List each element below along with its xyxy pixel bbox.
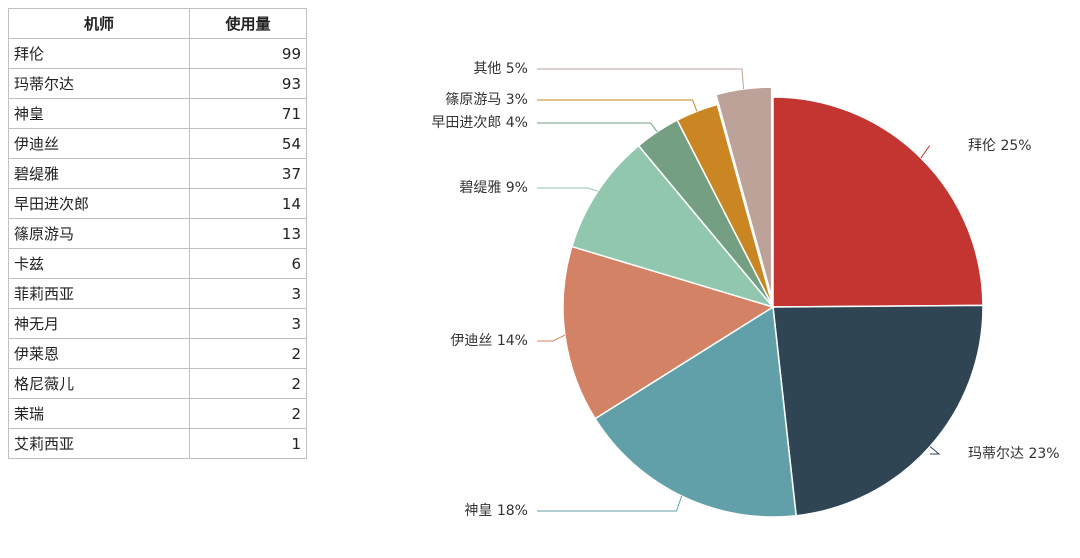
label-leader-line: [537, 495, 683, 512]
table-row: 玛蒂尔达 93: [8, 68, 307, 99]
column-header-usage: 使用量: [189, 8, 307, 39]
pilot-name-cell: 茉瑞: [8, 398, 190, 429]
slice-label: 早田进次郎 4%: [431, 115, 528, 131]
table-row: 伊迪丝 54: [8, 128, 307, 159]
table-row: 菲莉西亚 3: [8, 278, 307, 309]
pilot-name-cell: 篠原游马: [8, 218, 190, 249]
label-leader-line: [537, 68, 745, 90]
label-leader-line: [537, 334, 566, 342]
pilot-name-cell: 卡兹: [8, 248, 190, 279]
table-row: 艾莉西亚 1: [8, 428, 307, 459]
usage-count-cell: 13: [189, 218, 307, 249]
pie-slice: [562, 245, 775, 420]
label-leader-line: [929, 446, 941, 455]
usage-table: 机师 使用量 拜伦 99 玛蒂尔达 93 神皇 71 伊迪丝 54 碧缇雅 37 早田进次郎 14 篠原…: [8, 8, 307, 459]
pilot-name-cell: 伊莱恩: [8, 338, 190, 369]
pie-slice: [772, 96, 984, 308]
pie-slice: [715, 86, 773, 298]
table-row: 篠原游马 13: [8, 218, 307, 249]
pilot-name-cell: 格尼薇儿: [8, 368, 190, 399]
usage-count-cell: 14: [189, 188, 307, 219]
pie-slice: [570, 144, 776, 309]
usage-count-cell: 1: [189, 428, 307, 459]
pie-slice: [772, 304, 984, 517]
pilot-name-cell: 碧缇雅: [8, 158, 190, 189]
table-row: 早田进次郎 14: [8, 188, 307, 219]
label-leader-line: [537, 187, 598, 192]
table-row: 格尼薇儿 2: [8, 368, 307, 399]
label-leader-line: [920, 145, 930, 159]
slice-label: 碧缇雅 9%: [459, 180, 528, 196]
usage-count-cell: 54: [189, 128, 307, 159]
pilot-name-cell: 神无月: [8, 308, 190, 339]
usage-count-cell: 93: [189, 68, 307, 99]
pilot-name-cell: 菲莉西亚: [8, 278, 190, 309]
label-leader-line: [537, 122, 658, 133]
usage-count-cell: 3: [189, 308, 307, 339]
table-row: 卡兹 6: [8, 248, 307, 279]
table-row: 碧缇雅 37: [8, 158, 307, 189]
usage-count-cell: 37: [189, 158, 307, 189]
table-header-row: 机师 使用量: [8, 8, 307, 39]
slice-label: 神皇 18%: [464, 503, 528, 519]
table-row: 拜伦 99: [8, 38, 307, 69]
table-row: 伊莱恩 2: [8, 338, 307, 369]
usage-count-cell: 2: [189, 368, 307, 399]
slice-label: 伊迪丝 14%: [450, 333, 528, 349]
slice-label: 其他 5%: [473, 61, 528, 77]
pilot-name-cell: 神皇: [8, 98, 190, 129]
pilot-name-cell: 早田进次郎: [8, 188, 190, 219]
slice-label: 玛蒂尔达 23%: [968, 446, 1060, 462]
label-leader-line: [537, 99, 698, 112]
slice-label: 拜伦 25%: [968, 138, 1032, 154]
slice-label: 篠原游马 3%: [445, 92, 528, 108]
table-row: 神无月 3: [8, 308, 307, 339]
table-row: 神皇 71: [8, 98, 307, 129]
usage-count-cell: 71: [189, 98, 307, 129]
usage-count-cell: 2: [189, 398, 307, 429]
table-row: 茉瑞 2: [8, 398, 307, 429]
pie-slice: [594, 305, 797, 518]
usage-count-cell: 99: [189, 38, 307, 69]
pilot-name-cell: 艾莉西亚: [8, 428, 190, 459]
column-header-pilot: 机师: [8, 8, 190, 39]
pilot-name-cell: 伊迪丝: [8, 128, 190, 159]
